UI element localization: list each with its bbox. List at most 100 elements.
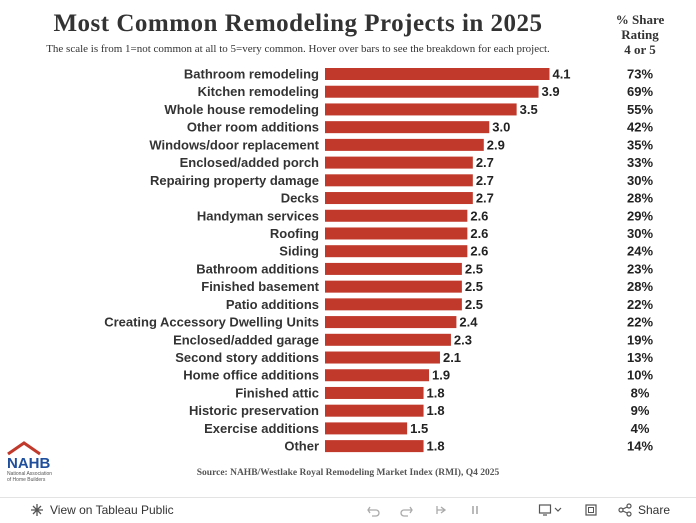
bar[interactable]	[325, 192, 473, 205]
category-label: Whole house remodeling	[164, 102, 319, 117]
bar[interactable]	[325, 369, 430, 382]
bar[interactable]	[325, 333, 451, 346]
bar-value-label: 3.0	[492, 120, 510, 135]
fullscreen-icon[interactable]	[584, 503, 598, 517]
share-value: 30%	[627, 173, 653, 188]
bar[interactable]	[325, 245, 468, 258]
bar-value-label: 2.4	[459, 315, 478, 330]
category-label: Other	[284, 439, 319, 454]
category-label: Second story additions	[175, 350, 319, 365]
bar[interactable]	[325, 262, 462, 275]
share-icon	[618, 503, 632, 517]
category-label: Patio additions	[226, 297, 319, 312]
revert-icon[interactable]	[434, 503, 448, 517]
chevron-down-icon[interactable]	[554, 507, 562, 513]
tableau-logo-icon	[31, 504, 43, 516]
bar-value-label: 1.8	[427, 403, 445, 418]
bar[interactable]	[325, 316, 457, 329]
share-value: 8%	[631, 385, 650, 400]
bar[interactable]	[325, 209, 468, 222]
logo-line-2: of Home Builders	[7, 477, 46, 483]
bar[interactable]	[325, 68, 550, 80]
category-label: Creating Accessory Dwelling Units	[104, 315, 319, 330]
share-value: 69%	[627, 84, 653, 99]
bar[interactable]	[325, 156, 473, 169]
logo-line-1: National Association	[7, 471, 52, 477]
category-label: Other room additions	[187, 120, 319, 135]
category-label: Home office additions	[183, 368, 319, 383]
share-value: 28%	[627, 279, 653, 294]
bar[interactable]	[325, 174, 473, 187]
share-header-line-3: 4 or 5	[624, 42, 656, 57]
share-button[interactable]: Share	[618, 503, 670, 517]
bar[interactable]	[325, 280, 462, 293]
share-value: 22%	[627, 297, 653, 312]
share-value: 55%	[627, 102, 653, 117]
bar-value-label: 2.9	[487, 137, 505, 152]
undo-icon[interactable]	[366, 503, 380, 517]
category-label: Bathroom remodeling	[184, 67, 319, 82]
bar-value-label: 1.5	[410, 421, 428, 436]
bar-value-label: 2.5	[465, 297, 483, 312]
category-label: Roofing	[270, 226, 319, 241]
bar[interactable]	[325, 227, 468, 240]
bar[interactable]	[325, 422, 408, 435]
bar[interactable]	[325, 103, 517, 116]
tableau-toolbar: View on Tableau Public Share	[0, 497, 696, 523]
view-on-tableau-button[interactable]: View on Tableau Public	[30, 503, 174, 517]
share-value: 22%	[627, 315, 653, 330]
share-header-line-2: Rating	[621, 27, 659, 42]
bar-value-label: 1.8	[427, 385, 445, 400]
bar[interactable]	[325, 85, 539, 98]
bar[interactable]	[325, 440, 424, 453]
download-icon[interactable]	[538, 503, 552, 517]
pause-icon[interactable]	[468, 503, 482, 517]
category-label: Windows/door replacement	[149, 137, 319, 152]
category-label: Exercise additions	[204, 421, 319, 436]
bar-value-label: 2.5	[465, 279, 483, 294]
bar-value-label: 2.7	[476, 155, 494, 170]
category-label: Kitchen remodeling	[198, 84, 319, 99]
share-value: 14%	[627, 439, 653, 454]
bar-value-label: 2.6	[470, 208, 488, 223]
share-value: 23%	[627, 261, 653, 276]
logo-letters: NAHB	[7, 455, 50, 472]
share-value: 4%	[631, 421, 650, 436]
category-label: Enclosed/added garage	[173, 332, 319, 347]
share-value: 28%	[627, 191, 653, 206]
share-value: 42%	[627, 120, 653, 135]
category-label: Finished basement	[201, 279, 319, 294]
bar[interactable]	[325, 404, 424, 417]
share-value: 33%	[627, 155, 653, 170]
bar-value-label: 2.7	[476, 173, 494, 188]
share-value: 29%	[627, 208, 653, 223]
bar-value-label: 2.6	[470, 244, 488, 259]
share-value: 24%	[627, 244, 653, 259]
bar-value-label: 3.5	[520, 102, 538, 117]
share-value: 73%	[627, 67, 653, 82]
category-label: Finished attic	[235, 385, 319, 400]
redo-icon[interactable]	[400, 503, 414, 517]
source-note: Source: NAHB/Westlake Royal Remodeling M…	[196, 468, 500, 478]
category-label: Handyman services	[197, 208, 319, 223]
category-label: Bathroom additions	[196, 261, 319, 276]
share-value: 10%	[627, 368, 653, 383]
bar[interactable]	[325, 351, 440, 364]
share-value: 35%	[627, 137, 653, 152]
bar-value-label: 2.5	[465, 261, 483, 276]
share-value: 19%	[627, 332, 653, 347]
chart-subtitle: The scale is from 1=not common at all to…	[46, 43, 550, 55]
nahb-logo: NAHB National Association of Home Builde…	[6, 440, 62, 484]
share-value: 30%	[627, 226, 653, 241]
bar-value-label: 3.9	[542, 84, 560, 99]
category-label: Enclosed/added porch	[180, 155, 319, 170]
bar[interactable]	[325, 138, 484, 151]
bar-value-label: 4.1	[552, 67, 570, 82]
bar[interactable]	[325, 386, 424, 399]
bar[interactable]	[325, 298, 462, 311]
category-label: Siding	[279, 244, 319, 259]
share-column-header: % Share Rating 4 or 5	[600, 12, 680, 57]
category-label: Decks	[281, 191, 319, 206]
bar[interactable]	[325, 121, 490, 134]
share-header-line-1: % Share	[615, 12, 665, 27]
